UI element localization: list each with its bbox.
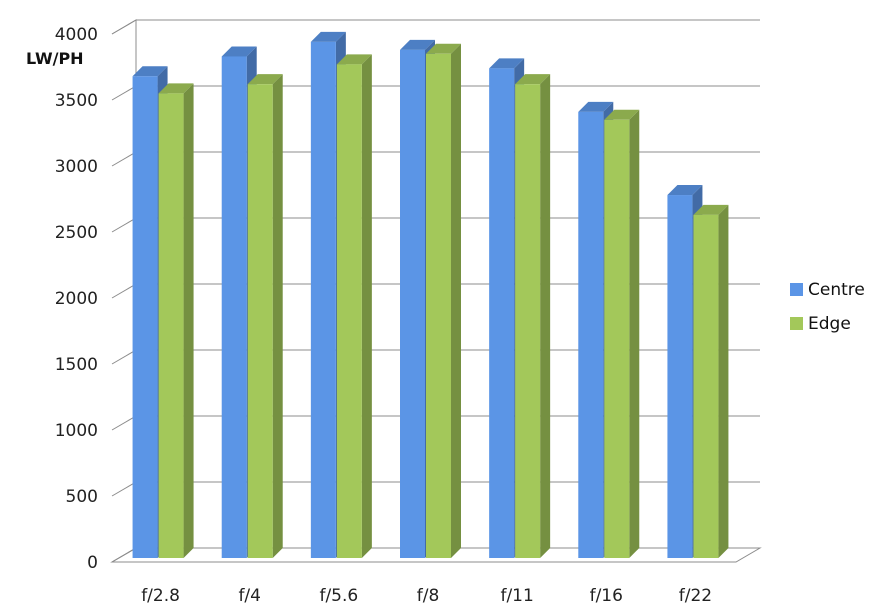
- bars: [132, 31, 729, 559]
- y-tick-label: 4000: [55, 25, 98, 45]
- y-tick-label: 2500: [55, 223, 98, 243]
- bar-front: [158, 93, 184, 559]
- bar-side: [361, 54, 372, 559]
- x-tick-label: f/22: [679, 586, 712, 606]
- bar-top: [158, 83, 194, 94]
- y-axis-label: LW/PH: [26, 49, 84, 68]
- bar-side: [540, 74, 551, 558]
- bar-front: [221, 56, 247, 558]
- bar-top: [247, 74, 283, 85]
- legend-swatch: [790, 317, 803, 330]
- bar-front: [578, 111, 604, 558]
- bar-front: [515, 84, 541, 558]
- bar-side: [272, 74, 283, 558]
- x-tick-label: f/2.8: [141, 586, 180, 606]
- x-axis-ticks: f/2.8 f/4 f/5.6 f/8 f/11 f/16 f/22: [141, 586, 712, 606]
- bar-top: [221, 46, 257, 57]
- gridline-diagonal: [111, 217, 137, 233]
- y-tick-label: 0: [87, 553, 98, 573]
- bar-top: [310, 31, 346, 42]
- x-tick-label: f/16: [590, 586, 623, 606]
- bar-edge-f/22: [693, 204, 729, 558]
- bar-front: [247, 84, 273, 558]
- bar-edge-f/2.8: [158, 83, 194, 559]
- bar-front: [336, 64, 362, 559]
- y-tick-label: 3500: [55, 91, 98, 111]
- legend-label: Centre: [808, 280, 865, 300]
- gridline-diagonal: [111, 415, 137, 431]
- x-tick-label: f/5.6: [319, 586, 358, 606]
- gridline-diagonal: [111, 481, 137, 497]
- legend: Centre Edge: [790, 280, 865, 334]
- bar-side: [183, 83, 194, 559]
- bar-top: [400, 39, 435, 50]
- x-tick-label: f/4: [238, 586, 261, 606]
- bar-top: [426, 43, 461, 54]
- bar-side: [718, 204, 729, 558]
- bar-front: [426, 53, 451, 559]
- bar-edge-f/5.6: [336, 54, 372, 559]
- bar-top: [578, 101, 614, 112]
- gridline-diagonal: [111, 283, 137, 299]
- bar-top: [693, 204, 729, 215]
- x-tick-label: f/8: [417, 586, 440, 606]
- bar-front: [693, 214, 719, 558]
- y-tick-label: 1000: [55, 421, 98, 441]
- legend-item-edge: Edge: [790, 314, 851, 334]
- bar-top: [604, 109, 640, 120]
- bar-side: [629, 109, 640, 559]
- bar-edge-f/16: [604, 109, 640, 559]
- bar-top: [515, 74, 551, 85]
- x-tick-label: f/11: [500, 586, 533, 606]
- bar-edge-f/8: [426, 43, 461, 559]
- bar-front: [667, 195, 693, 559]
- bar-front: [132, 76, 158, 559]
- bar-edge-f/11: [515, 74, 551, 558]
- bar-top: [336, 54, 372, 65]
- y-tick-label: 1500: [55, 355, 98, 375]
- y-tick-label: 500: [66, 487, 98, 507]
- bar-front: [489, 68, 515, 558]
- gridline-diagonal: [111, 547, 137, 563]
- legend-item-centre: Centre: [790, 280, 865, 300]
- gridline-diagonal: [111, 151, 137, 167]
- legend-label: Edge: [808, 314, 851, 334]
- gridline-diagonal: [111, 349, 137, 365]
- bar-front: [400, 49, 425, 559]
- bar-top: [667, 185, 703, 196]
- legend-swatch: [790, 283, 803, 296]
- bar-top: [132, 66, 168, 77]
- y-tick-label: 2000: [55, 289, 98, 309]
- bar-top: [489, 58, 525, 69]
- bar-front: [310, 41, 336, 559]
- y-tick-label: 3000: [55, 157, 98, 177]
- bar-front: [604, 119, 630, 559]
- gridline-diagonal: [111, 85, 137, 101]
- gridline-diagonal: [111, 19, 137, 35]
- bar-edge-f/4: [247, 74, 283, 558]
- bar-side: [451, 43, 461, 559]
- y-axis-ticks: 0 500 1000 1500 2000 2500 3000 3500 4000: [55, 25, 98, 573]
